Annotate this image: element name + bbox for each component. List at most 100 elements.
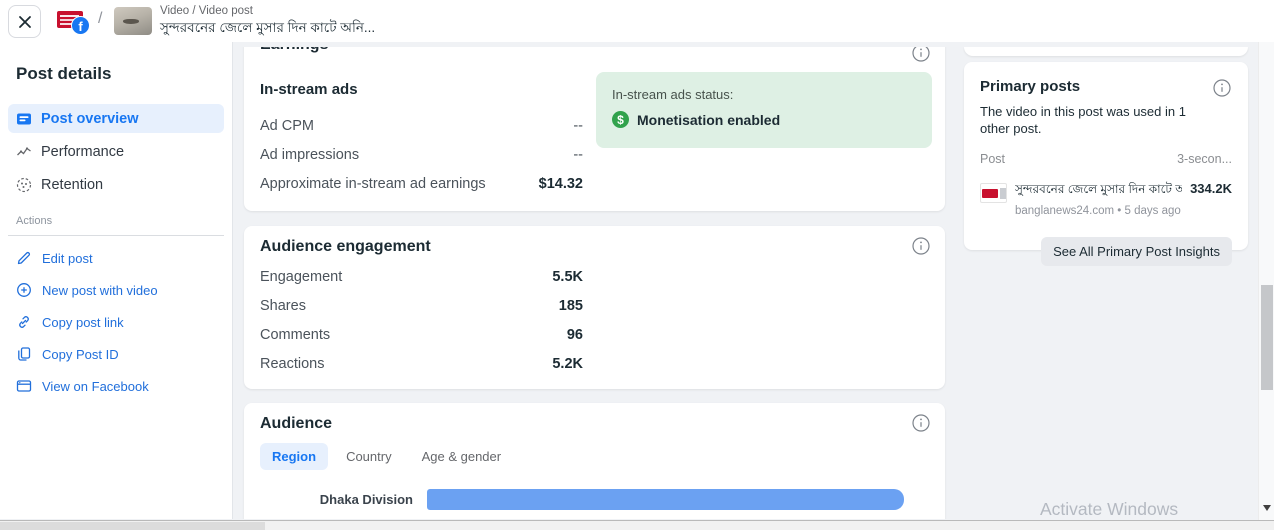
breadcrumb-separator: / — [98, 10, 103, 27]
primary-posts-title: Primary posts — [980, 78, 1081, 95]
sidebar-item-performance[interactable]: Performance — [8, 137, 224, 166]
metric-label: Comments — [260, 326, 331, 343]
monetisation-status-box: In-stream ads status: $ Monetisation ena… — [596, 72, 932, 148]
divider — [8, 235, 224, 236]
tab-region[interactable]: Region — [260, 443, 329, 470]
post-thumbnail — [980, 183, 1007, 203]
metric-row: Ad CPM -- — [260, 111, 583, 140]
copy-icon — [16, 346, 32, 362]
primary-posts-description: The video in this post was used in 1 oth… — [980, 104, 1186, 136]
action-label: Copy Post ID — [42, 346, 119, 362]
page-title: Post details — [16, 64, 112, 83]
primary-posts-header-row: Post 3-secon... — [980, 152, 1232, 166]
metric-value: -- — [573, 117, 583, 134]
metric-label: Approximate in-stream ad earnings — [260, 175, 486, 192]
metric-row: Comments 96 — [260, 320, 583, 349]
scrolled-card-edge — [964, 47, 1248, 56]
action-copy-post-link[interactable]: Copy post link — [0, 306, 232, 338]
engagement-card-title: Audience engagement — [260, 238, 431, 255]
action-label: Edit post — [42, 250, 93, 266]
vertical-scrollbar[interactable] — [1258, 42, 1274, 520]
metric-value: -- — [573, 146, 583, 163]
metric-label: Engagement — [260, 268, 343, 285]
breadcrumb-post-title: সুন্দরবনের জেলে মুসার দিন কাটে অনি... — [160, 20, 376, 35]
activate-windows-watermark: Activate Windows — [1040, 499, 1179, 519]
actions-section-label: Actions — [16, 215, 53, 227]
region-chart-row: Dhaka Division — [260, 489, 929, 510]
sidebar-item-retention[interactable]: Retention — [8, 170, 224, 199]
horizontal-scrollbar[interactable] — [0, 520, 1274, 530]
post-row-meta: banglanews24.com • 5 days ago — [1015, 205, 1181, 217]
sidebar: Post details Post overview Performance R… — [0, 42, 233, 519]
dollar-icon: $ — [612, 111, 629, 128]
metric-value: 5.2K — [552, 355, 583, 372]
vertical-scrollbar-thumb[interactable] — [1261, 285, 1273, 390]
metric-label: Reactions — [260, 355, 325, 372]
primary-post-row[interactable]: সুন্দরবনের জেলে মুসার দিন কাটে অ... bang… — [980, 181, 1232, 217]
audience-card: Audience Region Country Age & gender Dha… — [244, 403, 945, 519]
close-icon — [18, 15, 31, 28]
action-label: View on Facebook — [42, 378, 149, 394]
sidebar-item-label: Post overview — [41, 110, 139, 127]
main-content: Earnings In-stream ads Ad CPM -- Ad impr… — [233, 47, 1258, 519]
earnings-card: Earnings In-stream ads Ad CPM -- Ad impr… — [244, 47, 945, 211]
plus-circle-icon — [16, 282, 32, 298]
close-button[interactable] — [8, 5, 41, 38]
engagement-rows: Engagement 5.5K Shares 185 Comments 96 R… — [260, 262, 583, 378]
primary-posts-card: Primary posts The video in this post was… — [964, 62, 1248, 266]
region-bar-label: Dhaka Division — [319, 492, 413, 507]
metric-value: 96 — [566, 326, 583, 343]
audience-engagement-card: Audience engagement Engagement 5.5K Shar… — [244, 226, 945, 389]
performance-icon — [16, 144, 32, 160]
scroll-down-arrow-icon[interactable] — [1263, 505, 1271, 511]
see-all-primary-post-insights-button[interactable]: See All Primary Post Insights — [1041, 237, 1232, 266]
metric-row: Reactions 5.2K — [260, 349, 583, 378]
video-thumbnail — [114, 7, 152, 35]
metric-label: Ad impressions — [260, 146, 360, 163]
action-view-on-facebook[interactable]: View on Facebook — [0, 370, 232, 402]
action-label: Copy post link — [42, 314, 124, 330]
audience-tabs: Region Country Age & gender — [260, 443, 519, 470]
metric-value: 185 — [558, 297, 583, 314]
action-label: New post with video — [42, 282, 158, 298]
tab-age-gender[interactable]: Age & gender — [421, 449, 502, 464]
breadcrumb: Video / Video post সুন্দরবনের জেলে মুসার… — [160, 5, 375, 36]
in-stream-ads-section-title: In-stream ads — [260, 81, 358, 98]
tab-country[interactable]: Country — [346, 449, 392, 464]
info-icon[interactable] — [1212, 78, 1232, 98]
sidebar-item-post-overview[interactable]: Post overview — [8, 104, 224, 133]
info-icon[interactable] — [911, 413, 931, 433]
metric-label: Ad CPM — [260, 117, 314, 134]
browser-window-icon — [16, 378, 32, 394]
metric-row: Shares 185 — [260, 291, 583, 320]
audience-card-title: Audience — [260, 415, 333, 432]
facebook-logo-icon: f — [71, 16, 90, 35]
action-new-post-with-video[interactable]: New post with video — [0, 274, 232, 306]
pencil-icon — [16, 250, 32, 266]
metric-value: $14.32 — [538, 175, 583, 192]
post-row-value: 334.2K — [1190, 181, 1232, 196]
earnings-rows: Ad CPM -- Ad impressions -- Approximate … — [260, 111, 583, 198]
region-bar — [427, 489, 904, 510]
metric-row: Engagement 5.5K — [260, 262, 583, 291]
metric-row: Ad impressions -- — [260, 140, 583, 169]
column-3-second-views[interactable]: 3-secon... — [1177, 152, 1232, 166]
status-label: In-stream ads status: — [612, 87, 734, 102]
retention-icon — [16, 177, 32, 193]
earnings-card-title: Earnings — [260, 47, 328, 54]
sidebar-item-label: Performance — [41, 143, 125, 160]
top-header: f / Video / Video post সুন্দরবনের জেলে ম… — [0, 0, 1274, 42]
metric-row: Approximate in-stream ad earnings $14.32 — [260, 169, 583, 198]
link-icon — [16, 314, 32, 330]
horizontal-scrollbar-thumb[interactable] — [0, 522, 265, 530]
action-edit-post[interactable]: Edit post — [0, 242, 232, 274]
region-bar-track — [427, 489, 929, 510]
info-icon[interactable] — [911, 47, 931, 63]
metric-label: Shares — [260, 297, 306, 314]
status-value: Monetisation enabled — [637, 111, 781, 128]
post-row-title: সুন্দরবনের জেলে মুসার দিন কাটে অ... — [1015, 182, 1183, 196]
info-icon[interactable] — [911, 236, 931, 256]
sidebar-nav: Post overview Performance Retention — [0, 104, 232, 199]
action-copy-post-id[interactable]: Copy Post ID — [0, 338, 232, 370]
